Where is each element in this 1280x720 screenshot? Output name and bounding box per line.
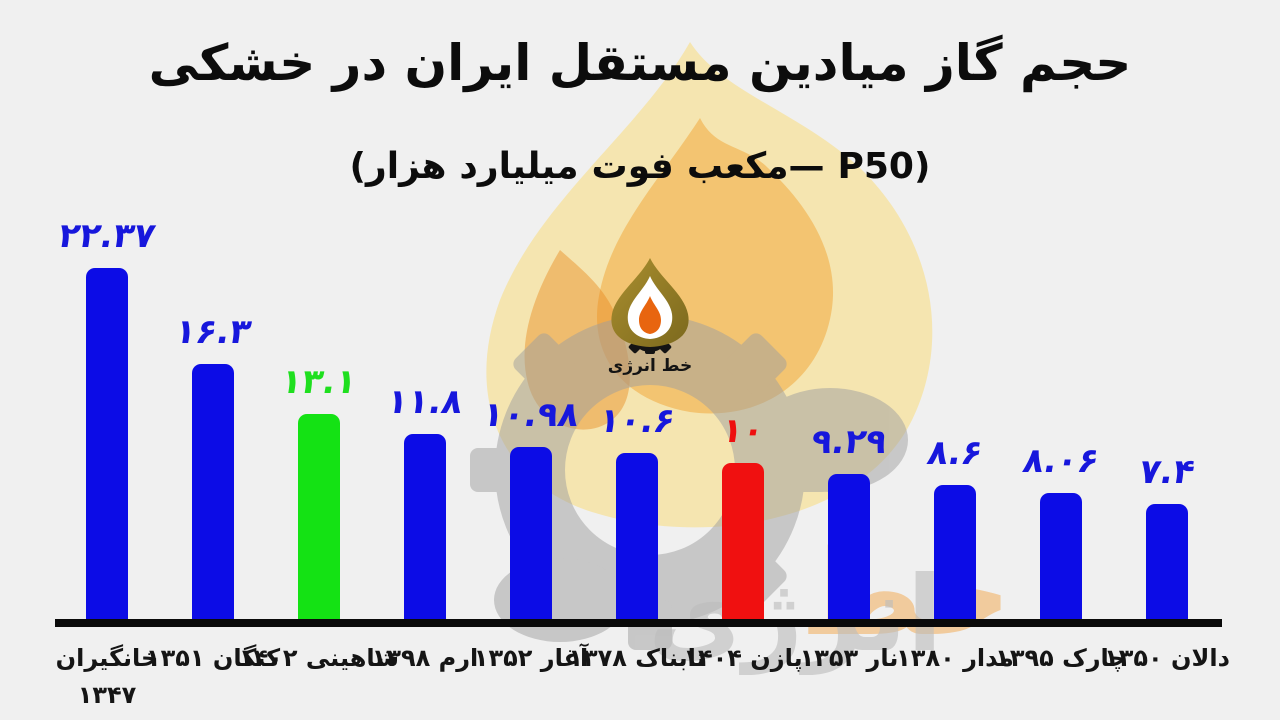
bar-8 [934, 485, 976, 620]
bar-value-label-10: ۷.۴ [1136, 452, 1198, 492]
bar-x-label-6: پازن ۱۴۰۴ [683, 644, 803, 672]
bar-x-label-year-0: ۱۳۴۷ [77, 681, 137, 709]
bar-x-label-7: نار ۱۳۵۳ [799, 644, 899, 672]
watermark-wordmark-energy: انرژی [648, 553, 943, 675]
bar-0 [86, 268, 128, 620]
bar-x-label-name-0: خانگیران [55, 644, 159, 672]
bar-5 [616, 453, 658, 620]
bar-value-label-1: ۱۶.۳ [171, 312, 255, 352]
x-axis-line [55, 619, 1222, 627]
logo-wordmark: خط انرژی [607, 356, 693, 376]
bar-3 [404, 434, 446, 620]
bar-x-label-2: شاهینی ۱۴۰۲ [238, 644, 399, 672]
bar-1 [192, 364, 234, 620]
subtitle-token-2: فوت [591, 146, 674, 187]
chart-subtitle: (هزار میلیارد فوت مکعب— P50) [0, 146, 1280, 187]
bar-4 [510, 447, 552, 620]
bar-x-label-0: خانگیران ۱۳۴۷ [27, 640, 187, 714]
bar-x-label-5: تابناک ۱۳۷۸ [568, 644, 706, 672]
subtitle-token-0: (هزار [349, 146, 447, 187]
bar-x-label-1: کنگان ۱۳۵۱ [145, 644, 281, 672]
bar-6 [722, 463, 764, 620]
flame-gear-logo-icon [611, 258, 689, 354]
subtitle-token-3: مکعب— [686, 146, 825, 187]
bar-9 [1040, 493, 1082, 620]
subtitle-token-1: میلیارد [459, 146, 579, 187]
bar-7 [828, 474, 870, 620]
khat-energy-logo: خط انرژی [594, 258, 706, 376]
bar-2 [298, 414, 340, 620]
bar-x-label-9: چارک ۱۳۹۵ [995, 644, 1127, 672]
chart-title: حجم گاز میادین مستقل ایران در خشکی [148, 34, 1132, 92]
bar-10 [1146, 504, 1188, 620]
bar-x-label-8: مدار ۱۳۸۰ [896, 644, 1014, 672]
bar-x-label-3: ارم ۱۳۹۸ [371, 644, 479, 672]
subtitle-token-4: P50) [837, 146, 931, 187]
bar-x-label-4: آغار ۱۳۵۲ [473, 644, 589, 672]
bar-x-label-10: دالان ۱۳۵۰ [1104, 644, 1230, 672]
bar-value-label-0: ۲۲.۳۷ [55, 216, 159, 256]
